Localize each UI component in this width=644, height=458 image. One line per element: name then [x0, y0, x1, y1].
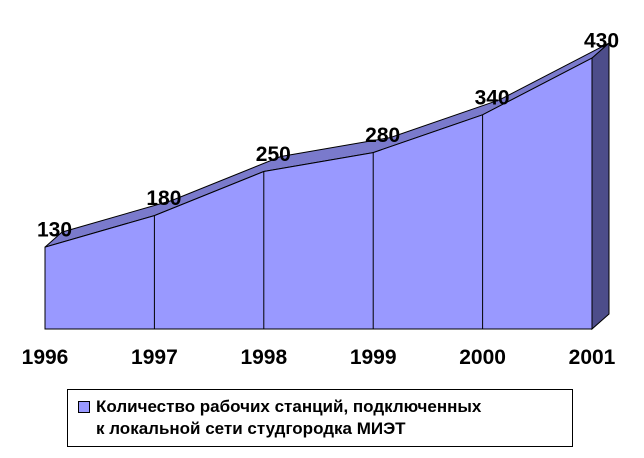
- data-label-2001: 430: [584, 30, 619, 53]
- x-tick-1996: 1996: [22, 346, 69, 369]
- area-side-face: [591, 41, 610, 331]
- data-label-1998: 250: [256, 143, 291, 166]
- area-series: [44, 41, 610, 331]
- legend-swatch: [78, 401, 90, 413]
- legend: Количество рабочих станций, подключенных…: [67, 389, 573, 447]
- x-tick-2001: 2001: [569, 346, 616, 369]
- legend-entry-label: Количество рабочих станций, подключенных…: [96, 396, 570, 440]
- x-tick-1998: 1998: [240, 346, 287, 369]
- x-tick-1997: 1997: [131, 346, 178, 369]
- data-label-1999: 280: [365, 124, 400, 147]
- legend-line-2: к локальной сети студгородка МИЭТ: [96, 419, 406, 438]
- data-label-2000: 340: [475, 86, 510, 109]
- x-tick-1999: 1999: [350, 346, 397, 369]
- x-tick-2000: 2000: [459, 346, 506, 369]
- data-label-1997: 180: [146, 187, 181, 210]
- legend-line-1: Количество рабочих станций, подключенных: [96, 397, 482, 416]
- x-axis-tick-labels: 1996 1997 1998 1999 2000 2001: [22, 346, 616, 369]
- data-label-1996: 130: [37, 219, 72, 242]
- value-labels: 130 180 250 280 340 430: [37, 30, 619, 242]
